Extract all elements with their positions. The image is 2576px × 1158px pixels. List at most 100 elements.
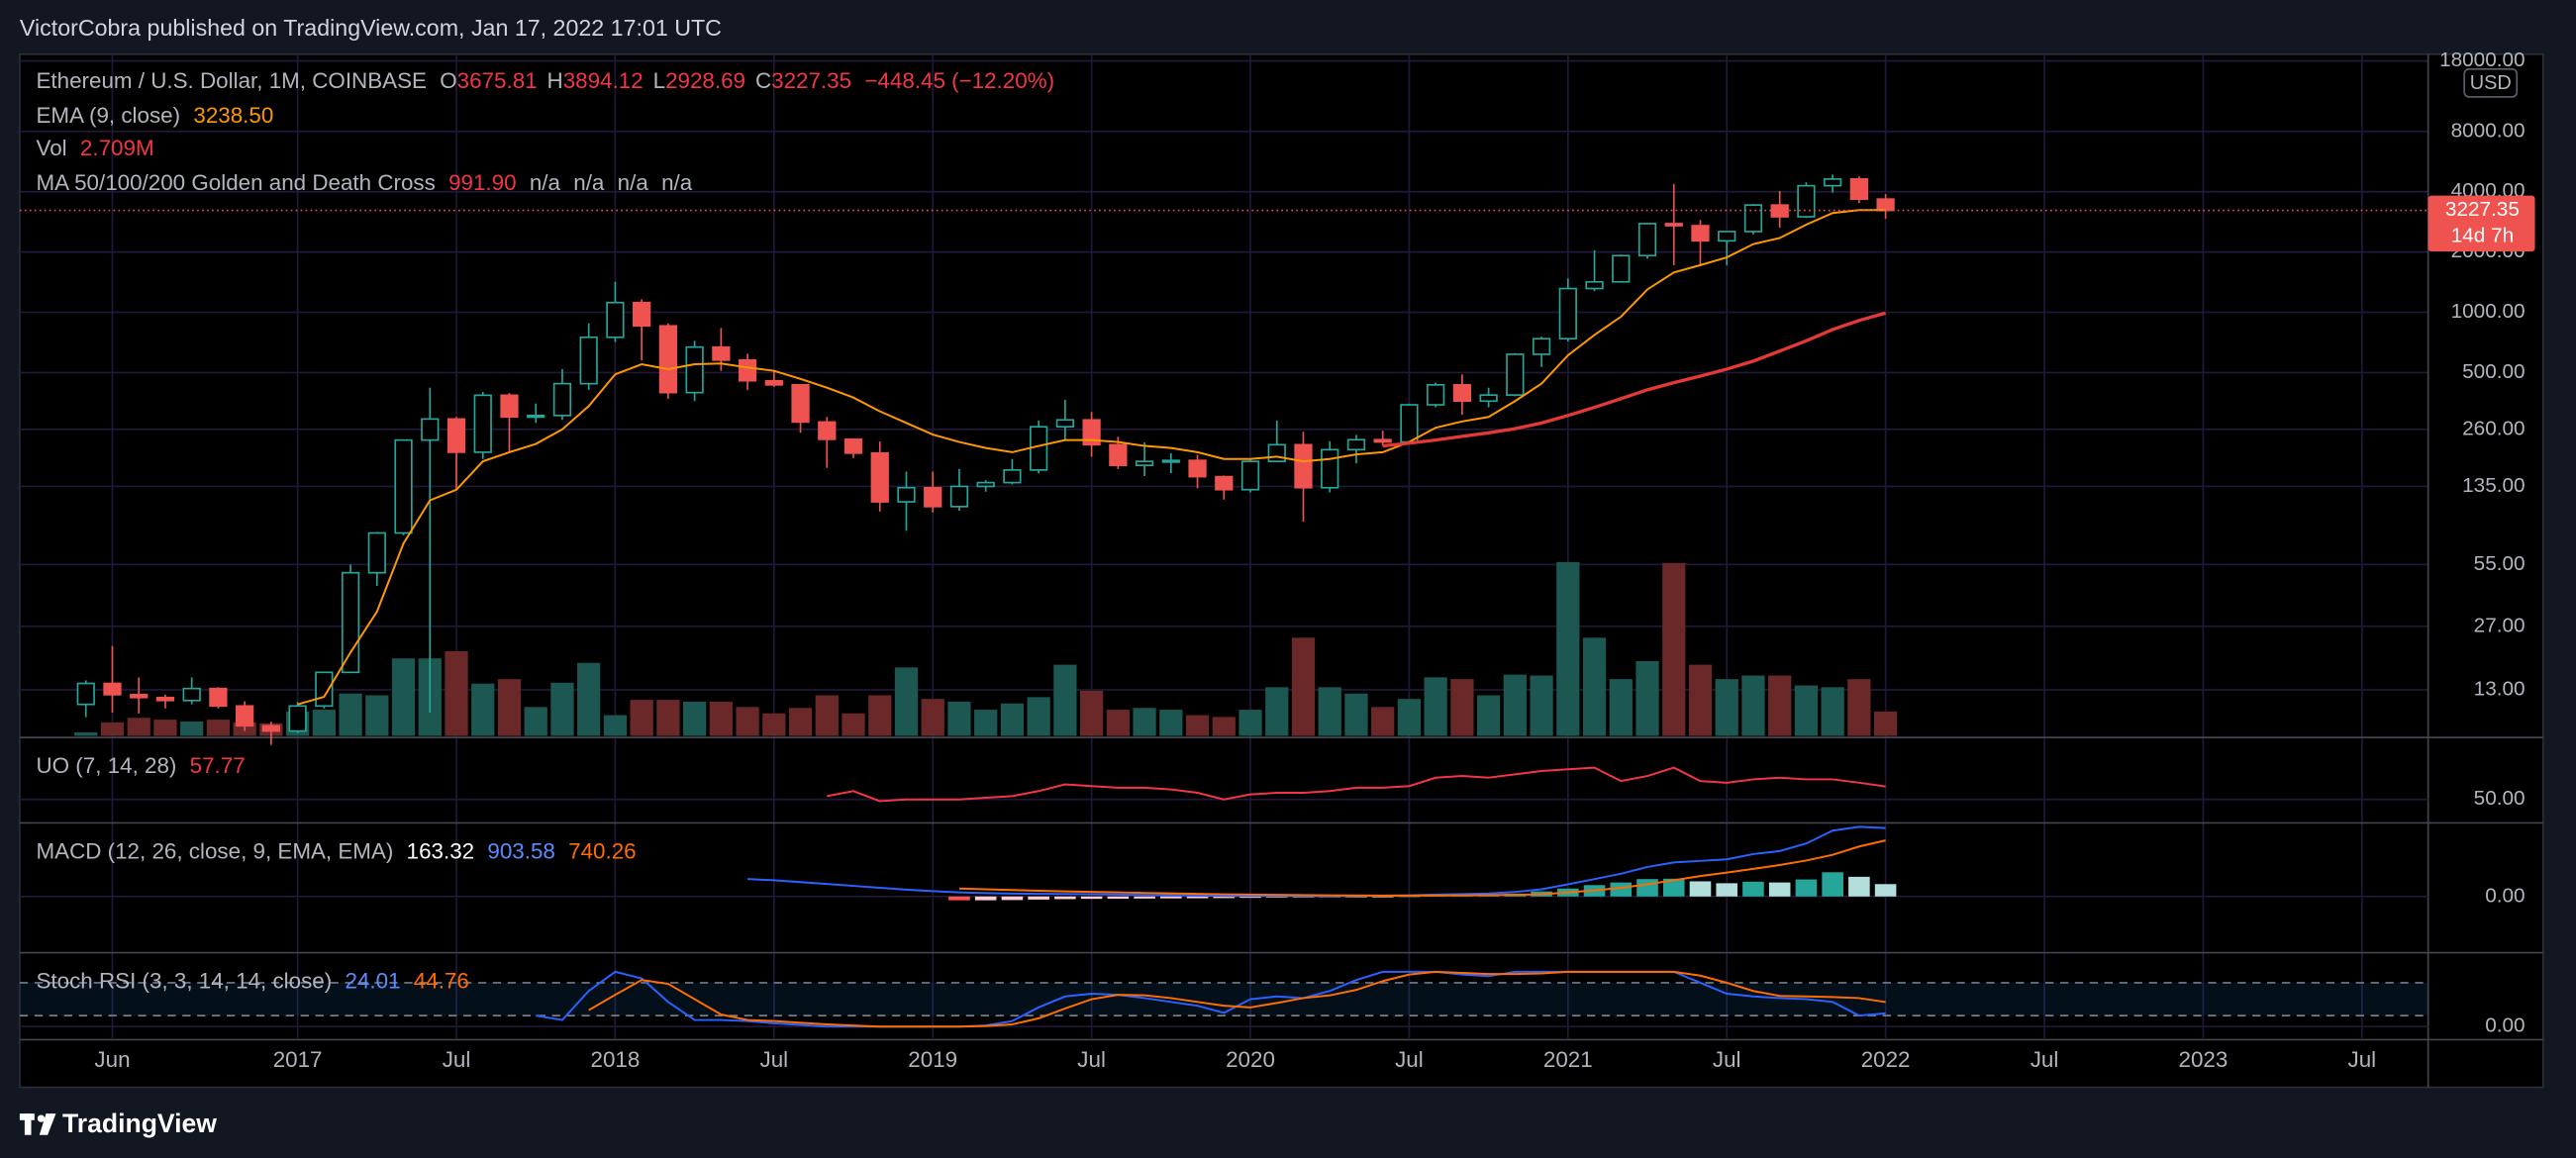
x-tick-label: Jul xyxy=(443,1047,471,1072)
volume-bar xyxy=(391,658,416,736)
candle-body xyxy=(1479,394,1498,403)
volume-bar xyxy=(1821,687,1844,736)
indicator-line xyxy=(588,970,1886,1028)
volume-bar xyxy=(1159,710,1183,736)
histogram-bar xyxy=(1345,896,1367,898)
y-tick-label: 8000.00 xyxy=(2451,119,2526,142)
candle-body xyxy=(1373,438,1392,443)
chart-area xyxy=(19,52,2544,1089)
x-tick-label: 2022 xyxy=(1861,1047,1911,1072)
legend: Stoch RSI (3, 3, 14, 14, close) 24.01 44.7… xyxy=(37,968,469,993)
candle-body xyxy=(870,451,889,503)
x-tick-label: 2020 xyxy=(1226,1047,1275,1072)
volume-bar xyxy=(762,713,786,736)
overlay-line xyxy=(1382,311,1887,448)
x-tick-label: Jun xyxy=(94,1047,130,1072)
candle-body xyxy=(685,345,704,394)
histogram-bar xyxy=(1001,896,1024,901)
logo-shape xyxy=(24,1113,32,1135)
histogram-bar xyxy=(1134,896,1155,899)
volume-bar xyxy=(1476,695,1501,736)
last-price-label: 3227.35 xyxy=(2445,198,2520,221)
volume-bar xyxy=(815,695,839,736)
legend-item: 3894.12 xyxy=(563,68,644,93)
candle-body xyxy=(315,671,334,708)
tv-logo xyxy=(19,1113,56,1135)
volume-bar xyxy=(74,731,98,736)
candle-body xyxy=(1876,198,1895,212)
y-tick-label: 18000.00 xyxy=(2439,48,2525,71)
legend-item: n/a xyxy=(530,170,561,195)
candle-body xyxy=(843,438,863,454)
candle-body xyxy=(949,485,969,508)
currency-box xyxy=(2463,67,2519,98)
publisher: VictorCobra published on TradingView.com… xyxy=(20,15,722,41)
volume-bar xyxy=(921,699,944,736)
candle-body xyxy=(1558,287,1577,340)
volume-bar xyxy=(656,700,680,736)
legend: MA 50/100/200 Golden and Death Cross 991.… xyxy=(37,170,693,195)
legend-item: 3675.81 xyxy=(457,68,538,93)
volume-bar xyxy=(1847,679,1871,736)
legend-item: 163.32 xyxy=(407,838,474,863)
volume-bar xyxy=(1000,703,1025,736)
candle-body xyxy=(658,325,678,394)
volume-bar xyxy=(1185,715,1210,736)
volume-bar xyxy=(1450,679,1474,736)
volume-bar xyxy=(1715,679,1738,736)
legend-item: H xyxy=(547,68,563,93)
y-tick-label: 500.00 xyxy=(2462,360,2525,383)
candle-body xyxy=(341,571,360,674)
x-tick-label: Jul xyxy=(1077,1047,1106,1072)
candle-body xyxy=(1664,223,1683,227)
volume-bar xyxy=(1106,710,1130,736)
candle-body xyxy=(1691,225,1710,242)
legend-item: EMA (9, close) xyxy=(37,103,181,128)
legend-item: 44.76 xyxy=(414,968,469,993)
y-tick-label: 0.00 xyxy=(2485,884,2525,907)
legend-item: 991.90 xyxy=(448,170,516,195)
histogram-bar xyxy=(1822,872,1843,897)
legend: MACD (12, 26, close, 9, EMA, EMA) 163.32 9… xyxy=(37,838,637,863)
candle-body xyxy=(1637,223,1657,257)
y-tick-label: 13.00 xyxy=(2474,677,2526,700)
histogram-bar xyxy=(1610,882,1633,897)
candle-body xyxy=(1585,280,1604,290)
candle-body xyxy=(818,421,837,440)
volume-bar xyxy=(577,662,601,736)
volume-bar xyxy=(153,720,177,736)
volume-bar xyxy=(603,715,628,736)
indicator-line xyxy=(958,839,1886,897)
volume-bar xyxy=(709,701,733,736)
candle-body xyxy=(1400,404,1419,443)
legend: Vol 2.709M xyxy=(37,136,154,160)
candle-body xyxy=(633,301,651,328)
x-tick-label: 2018 xyxy=(591,1047,641,1072)
x-tick-label: 2019 xyxy=(908,1047,957,1072)
volume-bar xyxy=(550,682,574,736)
volume-bar xyxy=(1238,710,1262,736)
candle-body xyxy=(712,345,731,361)
candle-body xyxy=(1532,338,1551,355)
volume-bar xyxy=(1133,708,1156,736)
legend-item: MA 50/100/200 Golden and Death Cross xyxy=(37,170,436,195)
candle-body xyxy=(288,705,307,732)
volume-bar xyxy=(1344,693,1368,736)
x-tick-label: Jul xyxy=(2348,1047,2377,1072)
candle-body xyxy=(1082,419,1101,446)
volume-bar xyxy=(1609,679,1633,736)
candle-body xyxy=(103,682,122,696)
legend-item: n/a xyxy=(618,170,649,195)
candle-body xyxy=(500,394,519,419)
candle-body xyxy=(1824,178,1842,187)
y-tick-label: 135.00 xyxy=(2462,474,2525,497)
volume-bar xyxy=(1397,699,1422,736)
candle-body xyxy=(791,384,810,424)
histogram-bar xyxy=(1689,881,1712,897)
candle-body xyxy=(1506,353,1525,396)
candle-body xyxy=(1055,419,1075,429)
band-fill xyxy=(19,982,2428,1016)
candle-body xyxy=(261,724,281,732)
y-tick-label: 55.00 xyxy=(2474,552,2526,575)
volume-bar xyxy=(1212,717,1236,736)
